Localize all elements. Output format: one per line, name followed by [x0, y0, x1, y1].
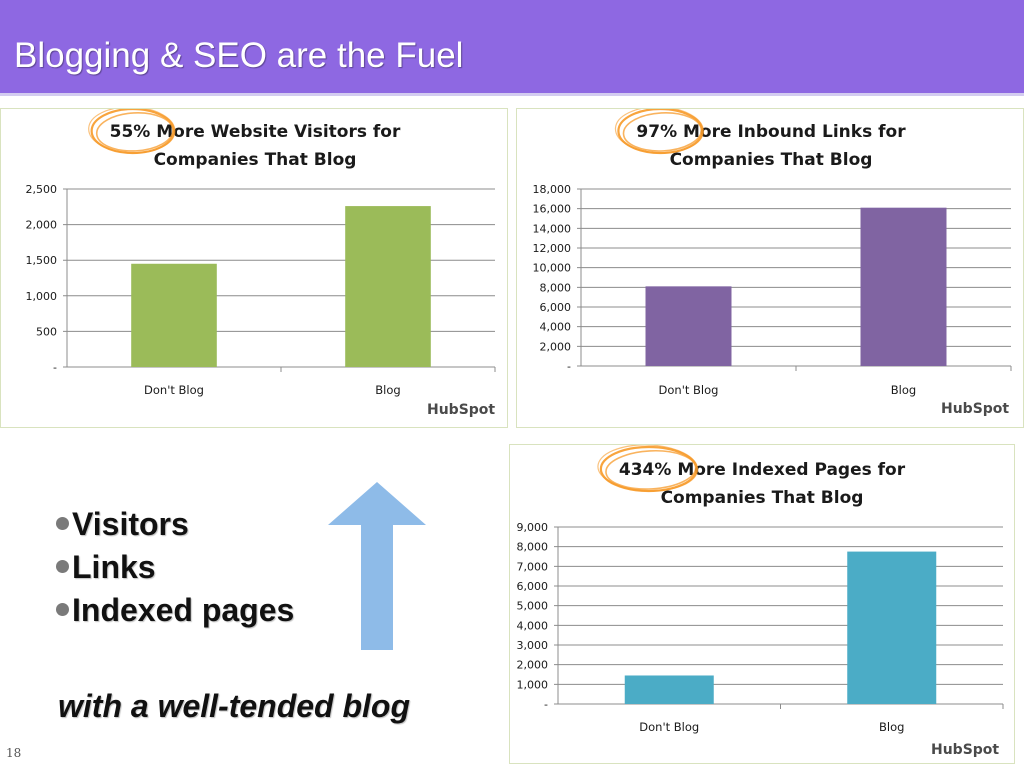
y-tick-label: 8,000	[517, 541, 549, 554]
bullet-dot-icon	[56, 560, 69, 573]
visitors-chart: - 500 1,000 1,500 2,000 2,500 Don't Blog Blog 55…	[0, 108, 508, 428]
y-tick-label: 4,000	[517, 619, 549, 632]
y-tick-label: 1,000	[517, 678, 549, 691]
bullet-item-visitors: Visitors	[56, 503, 294, 546]
y-tick-label: 16,000	[533, 203, 572, 216]
inbound-links-chart-svg: - 2,000 4,000 6,000 8,000 10,000 12,000 14,000 1…	[533, 109, 1012, 417]
y-tick-label: 7,000	[517, 560, 549, 573]
x-category-label: Don't Blog	[639, 720, 699, 734]
y-tick-label: -	[567, 360, 571, 373]
y-tick-label: 9,000	[517, 521, 549, 534]
y-tick-label: 2,000	[517, 659, 549, 672]
up-arrow-icon	[328, 482, 426, 650]
highlight-stroke	[597, 445, 699, 492]
bar-blog	[860, 207, 947, 366]
hand-drawn-circle-highlight	[597, 445, 699, 493]
y-tick-label: 500	[36, 325, 57, 338]
highlight-stroke	[95, 112, 174, 152]
y-tick-label: 8,000	[540, 281, 572, 294]
y-tick-label: 12,000	[533, 242, 572, 255]
y-tick-label: 5,000	[517, 600, 549, 613]
x-category-label: Blog	[375, 383, 400, 397]
bar-dont-blog	[624, 675, 714, 704]
bar-dont-blog	[131, 263, 217, 367]
y-tick-label: 2,000	[26, 219, 58, 232]
y-tick-label: 14,000	[533, 222, 572, 235]
y-tick-label: 3,000	[517, 639, 549, 652]
title-bar: Blogging & SEO are the Fuel	[0, 0, 1024, 96]
inbound-links-chart: - 2,000 4,000 6,000 8,000 10,000 12,000 14,000 1…	[516, 108, 1024, 428]
chart-title-line1: 97% More Inbound Links for	[636, 122, 906, 142]
bullet-dot-icon	[56, 517, 69, 530]
x-category-label: Blog	[879, 720, 904, 734]
bar-dont-blog	[645, 286, 732, 366]
y-tick-label: 4,000	[540, 321, 572, 334]
chart-title-line1: 434% More Indexed Pages for	[619, 460, 906, 480]
bullet-label: Indexed pages	[72, 592, 295, 628]
visitors-chart-svg: - 500 1,000 1,500 2,000 2,500 Don't Blog Blog 55…	[26, 109, 496, 418]
bullet-item-indexed-pages: Indexed pages	[56, 589, 294, 632]
highlight-stroke	[88, 109, 176, 154]
bullet-dot-icon	[56, 603, 69, 616]
x-category-label: Don't Blog	[144, 383, 204, 397]
x-category-label: Blog	[891, 383, 916, 397]
page-number: 18	[6, 746, 22, 760]
bar-blog	[345, 206, 431, 367]
chart-title-line2: Companies That Blog	[154, 150, 357, 170]
chart-title-line2: Companies That Blog	[661, 488, 864, 508]
y-tick-label: 6,000	[540, 301, 572, 314]
bullet-label: Visitors	[72, 506, 189, 542]
y-tick-label: 6,000	[517, 580, 549, 593]
hubspot-logo: HubSpot	[931, 742, 999, 758]
indexed-pages-chart-svg: - 1,000 2,000 3,000 4,000 5,000 6,000 7,000 8,00…	[517, 445, 1004, 758]
y-tick-label: 2,000	[540, 340, 572, 353]
hand-drawn-circle-highlight	[614, 109, 704, 155]
y-tick-label: 10,000	[533, 262, 572, 275]
bullet-item-links: Links	[56, 546, 294, 589]
y-tick-label: 18,000	[533, 183, 572, 196]
y-tick-label: 2,500	[26, 183, 58, 196]
y-tick-label: -	[53, 361, 57, 374]
highlight-stroke	[614, 109, 704, 154]
y-tick-label: 1,500	[26, 254, 58, 267]
indexed-pages-chart: - 1,000 2,000 3,000 4,000 5,000 6,000 7,000 8,00…	[509, 444, 1015, 764]
highlight-stroke	[605, 449, 697, 490]
bar-blog	[847, 551, 937, 704]
y-tick-label: 1,000	[26, 290, 58, 303]
highlight-stroke	[622, 112, 703, 152]
hand-drawn-circle-highlight	[88, 109, 176, 155]
hubspot-logo: HubSpot	[941, 401, 1009, 417]
chart-title-line1: 55% More Website Visitors for	[110, 122, 401, 142]
y-tick-label: -	[544, 698, 548, 711]
hubspot-logo: HubSpot	[427, 402, 495, 418]
slide-title: Blogging & SEO are the Fuel	[14, 36, 464, 75]
chart-title-line2: Companies That Blog	[670, 150, 873, 170]
x-category-label: Don't Blog	[659, 383, 719, 397]
bullet-label: Links	[72, 549, 156, 585]
tagline: with a well-tended blog	[58, 688, 410, 724]
bullet-list: Visitors Links Indexed pages	[56, 503, 294, 632]
